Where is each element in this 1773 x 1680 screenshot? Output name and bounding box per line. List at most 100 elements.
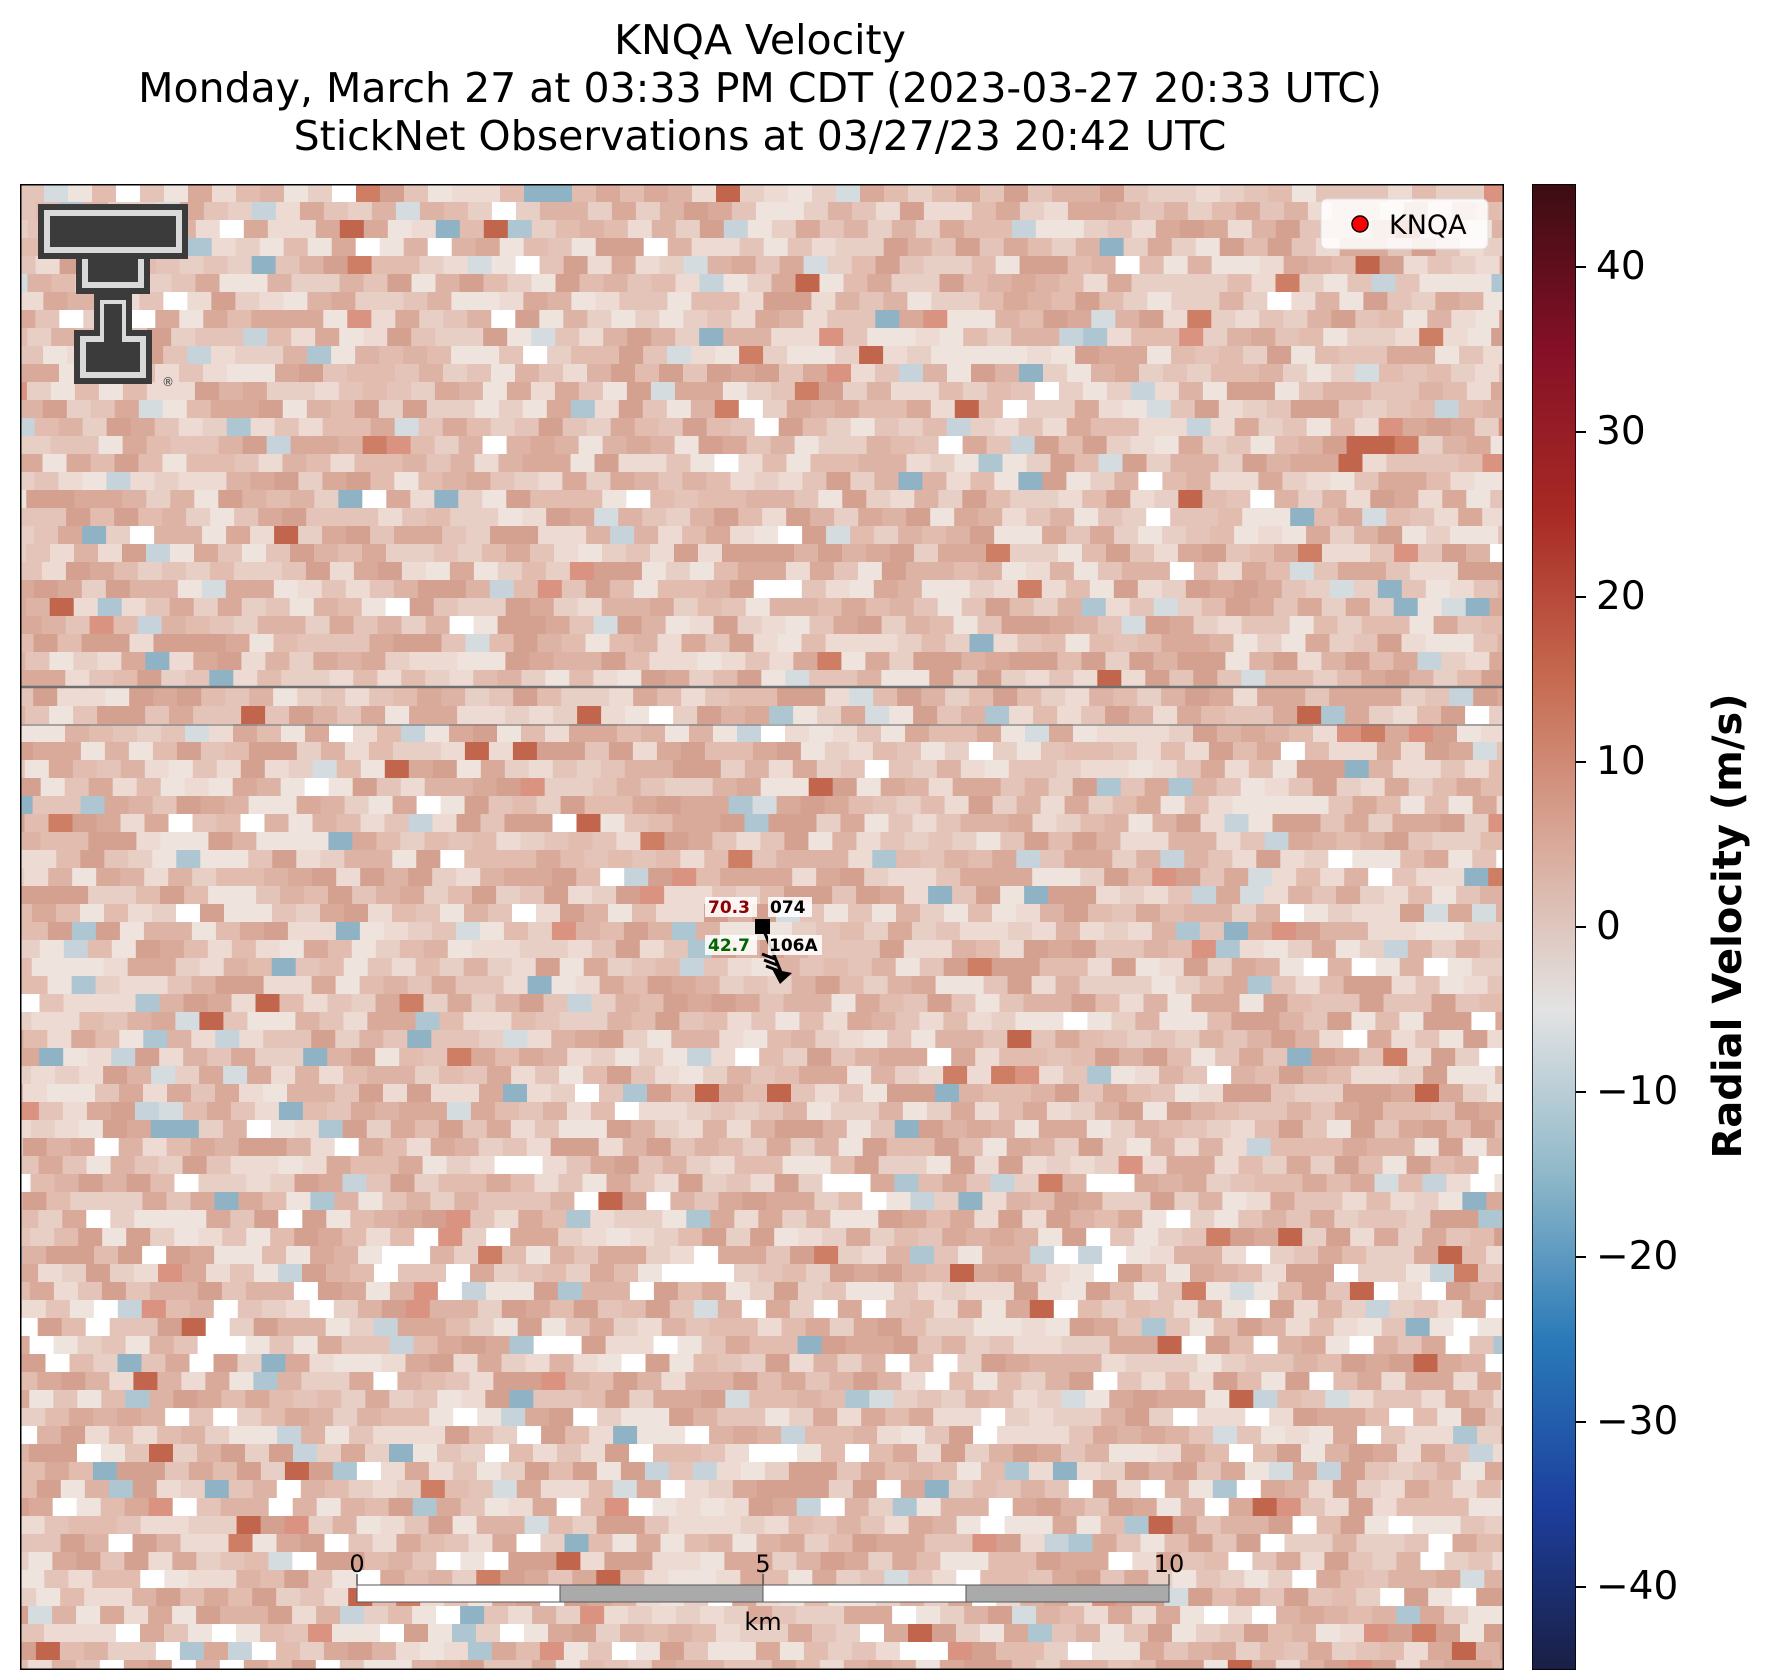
velocity-cell [568,886,594,905]
velocity-cell [331,292,357,311]
velocity-cell [365,1282,391,1301]
velocity-cell [751,1066,777,1085]
velocity-cell [1436,184,1461,203]
velocity-cell [503,1084,528,1103]
velocity-cell [1402,418,1428,437]
velocity-cell [230,1210,256,1229]
velocity-cell [959,922,985,941]
velocity-cell [1070,1210,1096,1229]
velocity-cell [933,1354,959,1373]
velocity-cell [1249,652,1275,671]
velocity-cell [1259,310,1285,329]
velocity-cell [1382,1210,1408,1229]
velocity-cell [469,1372,495,1391]
velocity-cell [110,1156,136,1175]
velocity-cell [826,472,852,491]
velocity-cell [215,922,241,941]
velocity-cell [910,1246,936,1265]
velocity-cell [521,670,547,689]
velocity-cell [642,454,668,473]
velocity-cell [1007,922,1033,941]
velocity-cell [1402,472,1428,491]
velocity-cell [357,1300,383,1319]
velocity-cell [263,922,289,941]
velocity-cell [182,1156,208,1175]
velocity-cell [1295,976,1321,995]
velocity-cell [632,742,658,761]
velocity-cell [362,436,388,455]
velocity-cell [464,850,490,869]
velocity-cell [458,544,483,563]
velocity-cell [282,508,308,527]
velocity-cell [476,1516,502,1535]
velocity-cell [495,994,521,1013]
velocity-cell [941,1390,967,1409]
velocity-cell [534,1228,560,1247]
velocity-cell [1439,922,1465,941]
velocity-cell [396,1480,422,1499]
velocity-cell [1494,1120,1504,1139]
velocity-cell [1128,760,1154,779]
velocity-cell [611,202,637,221]
velocity-cell [680,742,706,761]
velocity-cell [877,1318,903,1337]
velocity-cell [484,1498,510,1517]
velocity-cell [1467,274,1493,293]
velocity-cell [283,346,309,365]
velocity-cell [479,1084,504,1103]
velocity-cell [889,706,915,725]
velocity-cell [1091,310,1117,329]
velocity-cell [1209,580,1235,599]
velocity-cell [649,598,675,617]
velocity-cell [1181,1444,1206,1463]
velocity-cell [313,706,339,725]
velocity-cell [261,1408,287,1427]
velocity-cell [1224,868,1250,887]
velocity-cell [680,904,705,923]
velocity-cell [1189,1426,1215,1445]
velocity-cell [161,616,187,635]
velocity-map[interactable]: ® KNQA 70.3 074 42.7 106A [20,184,1504,1670]
velocity-cell [1002,508,1028,527]
velocity-cell [755,202,781,221]
velocity-cell [162,508,188,527]
velocity-cell [546,454,572,473]
velocity-cell [1367,1030,1393,1049]
velocity-cell [1228,1552,1254,1571]
velocity-cell [806,1102,832,1121]
velocity-cell [39,1048,65,1067]
velocity-cell [619,238,645,257]
velocity-cell [132,1588,158,1607]
velocity-cell [594,508,620,527]
velocity-cell [539,256,565,275]
velocity-cell [125,1336,151,1355]
velocity-cell [398,1156,424,1175]
velocity-cell [427,346,453,365]
velocity-cell [1268,184,1293,203]
velocity-cell [693,1300,719,1319]
velocity-cell [572,1516,598,1535]
velocity-cell [266,436,292,455]
velocity-cell [1305,634,1331,653]
velocity-cell [945,580,971,599]
velocity-cell [1273,652,1299,671]
velocity-cell [42,454,68,473]
velocity-cell [1264,886,1290,905]
velocity-cell [872,796,898,815]
velocity-cell [788,1462,814,1481]
velocity-cell [885,1354,911,1373]
velocity-cell [1190,1156,1216,1175]
velocity-cell [721,598,747,617]
velocity-cell [266,382,292,401]
velocity-cell [886,1192,912,1211]
velocity-cell [964,1498,990,1517]
velocity-cell [68,184,93,203]
velocity-cell [422,1264,447,1283]
velocity-cell [545,670,571,689]
velocity-cell [98,490,124,509]
velocity-cell [470,1156,496,1175]
velocity-cell [971,364,996,383]
velocity-cell [819,328,845,347]
velocity-cell [106,418,132,437]
velocity-cell [648,868,674,887]
